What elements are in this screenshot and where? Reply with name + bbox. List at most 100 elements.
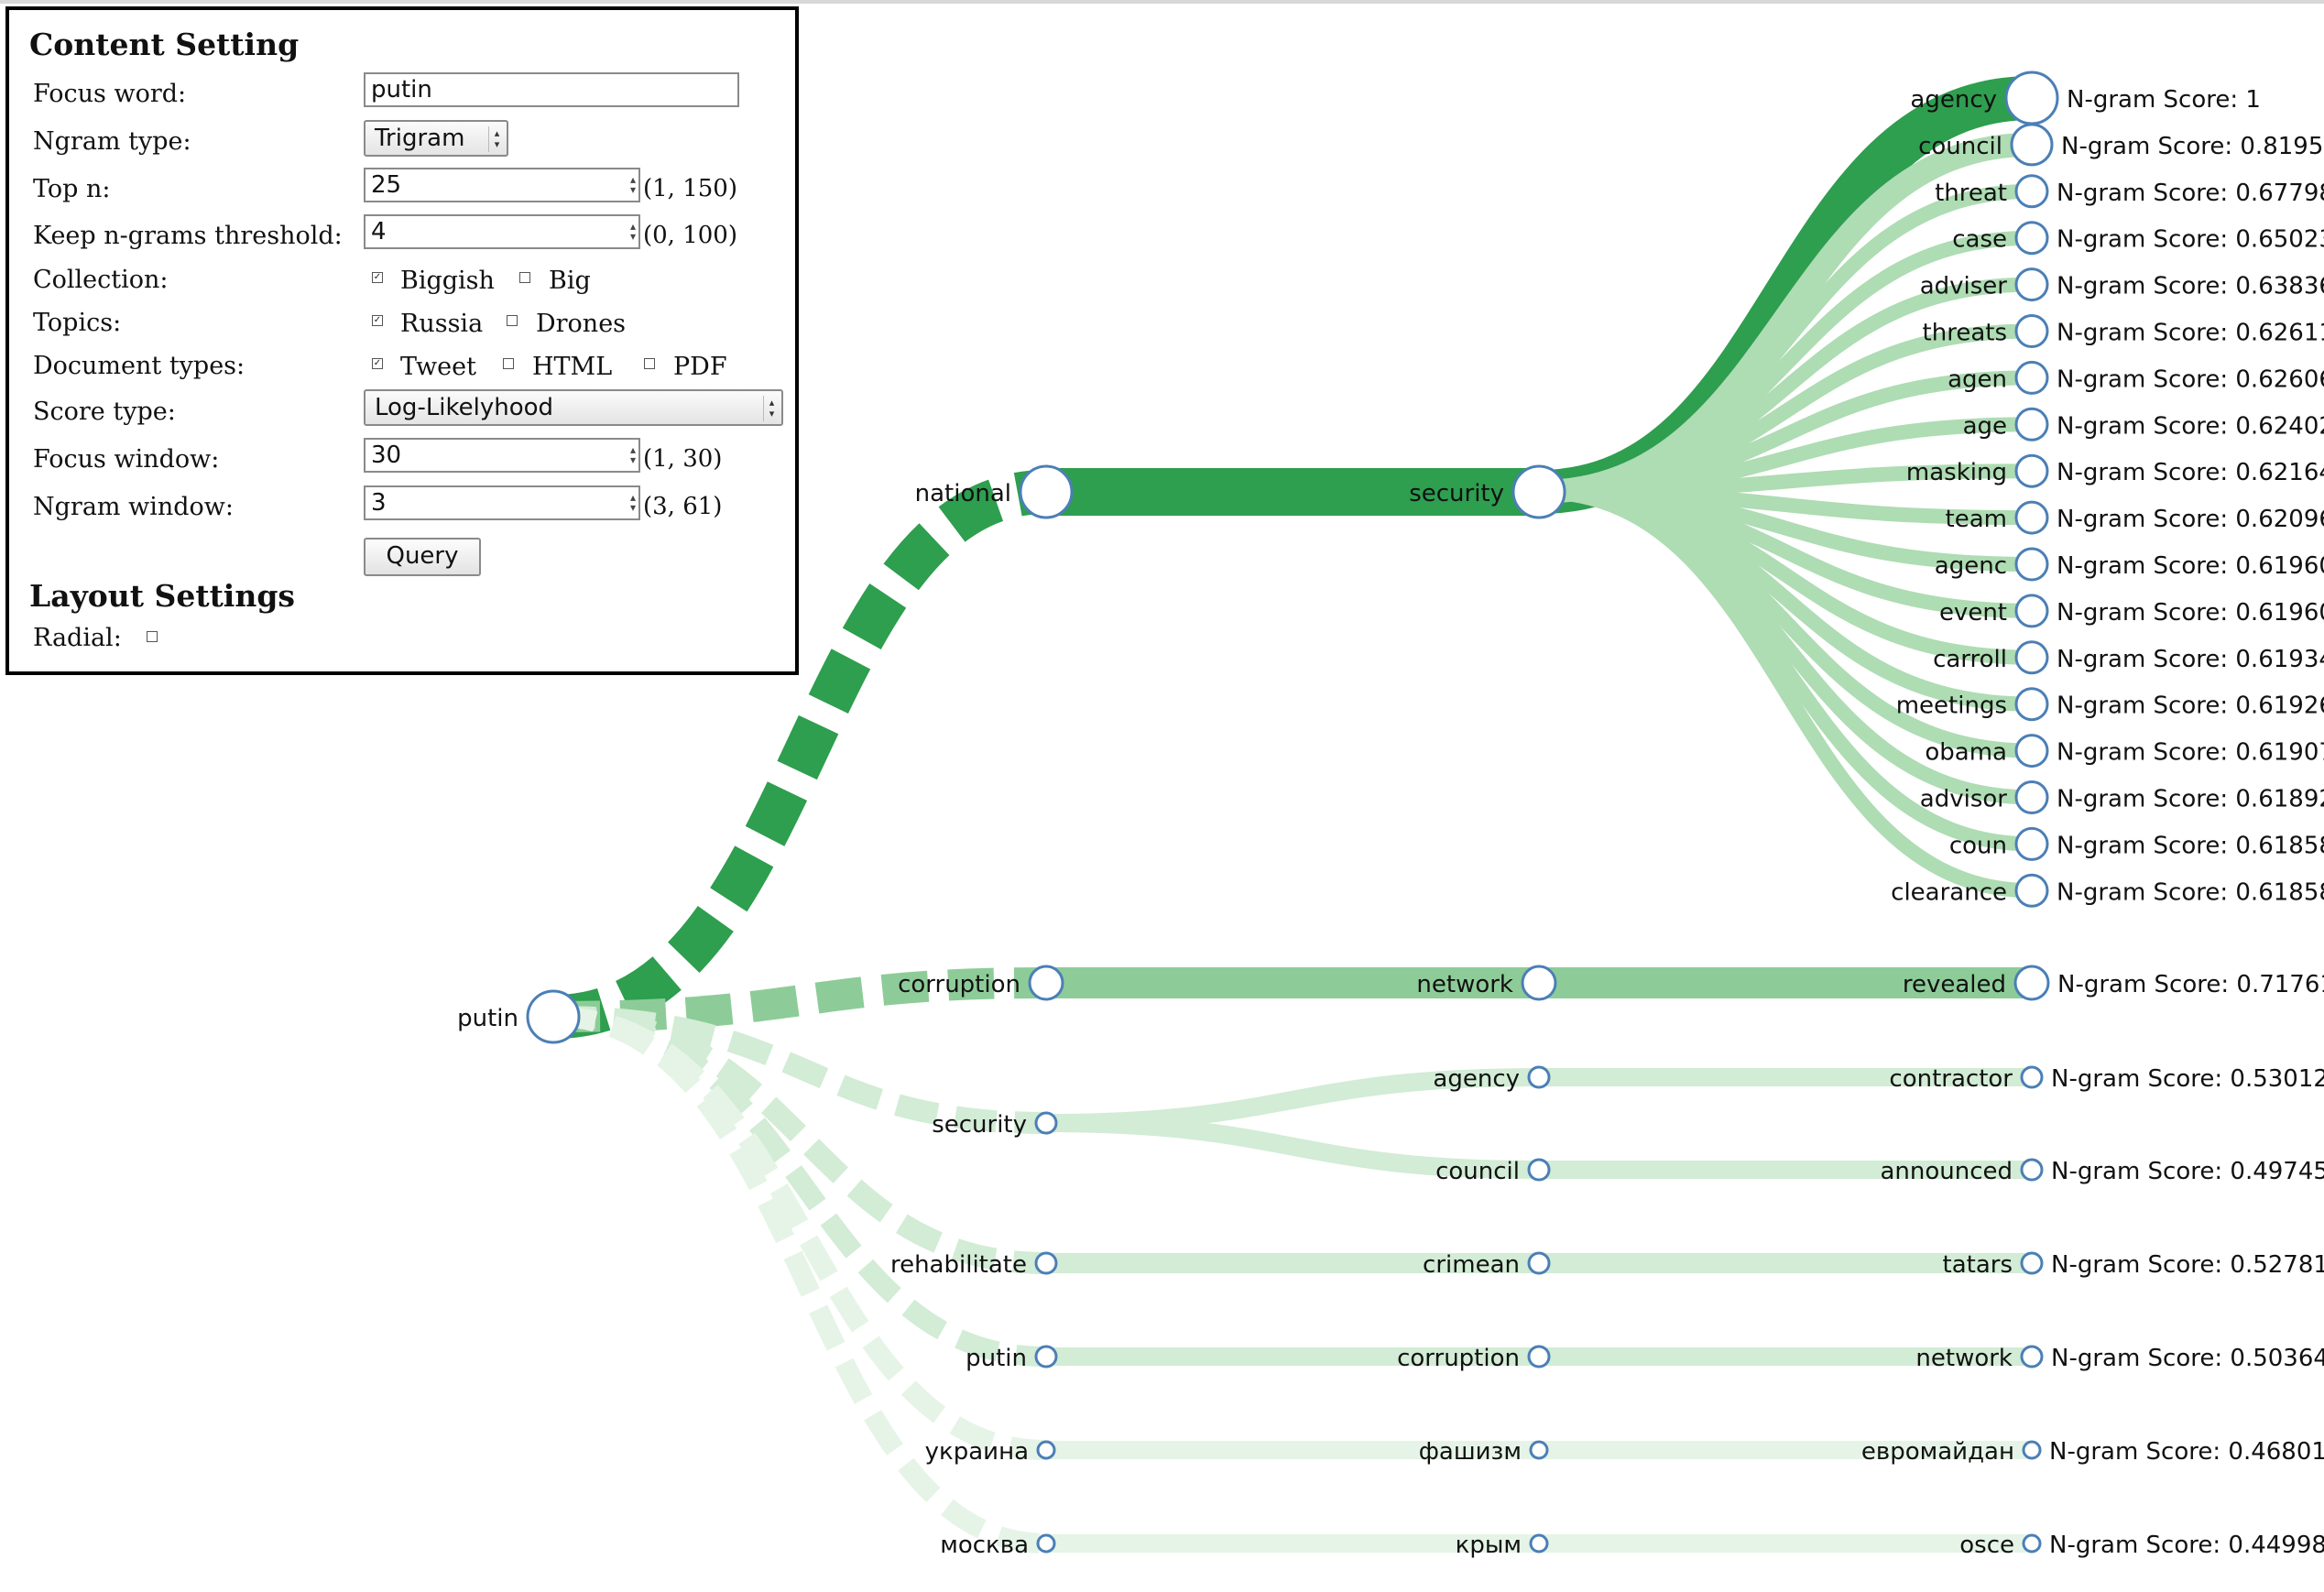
label-leaf-team: team (1946, 506, 2007, 533)
label-euromaidan: евромайдан (1861, 1438, 2014, 1466)
label-announced: announced (1880, 1158, 2013, 1185)
node-krym[interactable] (1529, 1533, 1549, 1554)
checkbox-biggish[interactable]: ✓ (372, 272, 383, 283)
tree-links (553, 76, 2033, 1554)
node-leaf-advisor[interactable] (2014, 780, 2049, 814)
ngram-window-input[interactable]: 3 ▴ ▾ (364, 485, 640, 520)
spinner-icon[interactable]: ▴ ▾ (629, 173, 636, 196)
score-announced: N-gram Score: 0.49745 (2051, 1158, 2324, 1185)
score-leaf-carroll: N-gram Score: 0.61934 (2057, 646, 2324, 673)
top-n-range: (1, 150) (643, 175, 737, 202)
score-leaf-threats: N-gram Score: 0.62611 (2057, 320, 2324, 347)
link-putin-national (553, 470, 1047, 1039)
node-osce[interactable] (2022, 1533, 2042, 1554)
node-leaf-team[interactable] (2014, 500, 2049, 535)
node-network[interactable] (1521, 965, 1557, 1001)
node-announced[interactable] (2020, 1158, 2044, 1182)
tree-nodes[interactable] (526, 464, 2050, 1554)
checkbox-russia[interactable]: ✓ (372, 315, 383, 326)
checkbox-radial[interactable] (147, 631, 158, 642)
node-leaf-agenc[interactable] (2014, 547, 2049, 582)
score-leaf-advisor: N-gram Score: 0.61892 (2057, 786, 2324, 813)
link-putin-rehabilitate (553, 1006, 1047, 1274)
node-leaf-age[interactable] (2014, 407, 2049, 442)
node-leaf-event[interactable] (2014, 594, 2049, 628)
node-leaf-coun[interactable] (2014, 826, 2049, 861)
score-leaf-council: N-gram Score: 0.81959 (2061, 133, 2324, 160)
checkbox-pdf[interactable] (644, 358, 655, 369)
ngram-type-select[interactable]: Trigram ▴ ▾ (364, 120, 508, 157)
label-krym: крым (1456, 1532, 1522, 1559)
spinner-icon[interactable]: ▴ ▾ (629, 491, 636, 514)
score-leaf-masking: N-gram Score: 0.62164 (2057, 459, 2324, 486)
node-security-2[interactable] (1034, 1111, 1058, 1135)
node-crimean[interactable] (1527, 1251, 1551, 1275)
security-leaf-nodes[interactable] (2004, 71, 2059, 908)
node-euromaidan[interactable] (2022, 1440, 2042, 1460)
score-leaf-event: N-gram Score: 0.61960 (2057, 599, 2324, 627)
node-national[interactable] (1019, 464, 1074, 519)
threshold-input[interactable]: 4 ▴ ▾ (364, 214, 640, 249)
score-network: N-gram Score: 0.50364 (2051, 1345, 2324, 1372)
node-ukraina[interactable] (1036, 1440, 1056, 1460)
label-leaf-coun: coun (1949, 832, 2007, 859)
node-putin-2[interactable] (1034, 1345, 1058, 1368)
node-leaf-masking[interactable] (2014, 453, 2049, 488)
radial-label: Radial: (33, 624, 122, 652)
link-security-clearance (1538, 485, 2033, 899)
label-ukraina: украина (925, 1438, 1029, 1466)
node-corruption-3[interactable] (1527, 1345, 1551, 1368)
node-leaf-threat[interactable] (2014, 174, 2049, 209)
node-leaf-carroll[interactable] (2014, 640, 2049, 675)
spinner-icon[interactable]: ▴ ▾ (629, 443, 636, 466)
tree-labels: putin national security corruption netwo… (457, 480, 2014, 1559)
node-leaf-agency[interactable] (2004, 71, 2059, 125)
score-leaf-clearance: N-gram Score: 0.61858 (2057, 878, 2324, 906)
node-fashizm[interactable] (1529, 1440, 1549, 1460)
checkbox-drones[interactable] (507, 315, 518, 326)
node-agency-2[interactable] (1527, 1065, 1551, 1089)
label-network-3: network (1915, 1345, 2013, 1372)
focus-word-input[interactable]: putin (364, 72, 739, 107)
score-leaf-team: N-gram Score: 0.62096 (2057, 506, 2324, 533)
node-leaf-clearance[interactable] (2014, 873, 2049, 908)
checkbox-html[interactable] (503, 358, 514, 369)
node-leaf-meetings[interactable] (2014, 687, 2049, 722)
score-leaf-adviser: N-gram Score: 0.63836 (2057, 273, 2324, 300)
checkbox-tweet[interactable]: ✓ (372, 358, 383, 369)
score-type-select[interactable]: Log-Likelyhood ▴ ▾ (364, 389, 783, 426)
node-leaf-agen[interactable] (2014, 360, 2049, 395)
focus-window-input[interactable]: 30 ▴ ▾ (364, 438, 640, 473)
node-leaf-council[interactable] (2010, 123, 2054, 167)
label-leaf-agency: agency (1910, 86, 1997, 114)
node-leaf-case[interactable] (2014, 221, 2049, 256)
label-revealed: revealed (1903, 971, 2006, 998)
score-euromaidan: N-gram Score: 0.46801 (2049, 1438, 2324, 1466)
node-network-3[interactable] (2020, 1345, 2044, 1368)
document-types-label: Document types: (33, 352, 245, 380)
threshold-value: 4 (371, 218, 387, 245)
security-leaf-links (1538, 76, 2033, 899)
score-leaf-agenc: N-gram Score: 0.61960 (2057, 552, 2324, 580)
ngram-type-label: Ngram type: (33, 127, 191, 156)
node-root[interactable] (526, 989, 581, 1044)
node-rehabilitate[interactable] (1034, 1251, 1058, 1275)
node-security[interactable] (1511, 464, 1566, 519)
node-leaf-threats[interactable] (2014, 314, 2049, 348)
node-leaf-obama[interactable] (2014, 734, 2049, 769)
checkbox-big[interactable] (519, 272, 530, 283)
label-council-2: council (1435, 1158, 1520, 1185)
query-button[interactable]: Query (364, 538, 481, 576)
spinner-icon[interactable]: ▴ ▾ (629, 220, 636, 243)
node-council-2[interactable] (1527, 1158, 1551, 1182)
node-contractor[interactable] (2020, 1065, 2044, 1089)
node-tatars[interactable] (2020, 1251, 2044, 1275)
node-leaf-adviser[interactable] (2014, 267, 2049, 302)
score-leaf-threat: N-gram Score: 0.67798 (2057, 180, 2324, 207)
label-leaf-obama: obama (1925, 739, 2007, 767)
node-revealed[interactable] (2013, 965, 2050, 1001)
top-n-input[interactable]: 25 ▴ ▾ (364, 168, 640, 202)
node-corruption[interactable] (1028, 965, 1064, 1001)
node-moskva[interactable] (1036, 1533, 1056, 1554)
